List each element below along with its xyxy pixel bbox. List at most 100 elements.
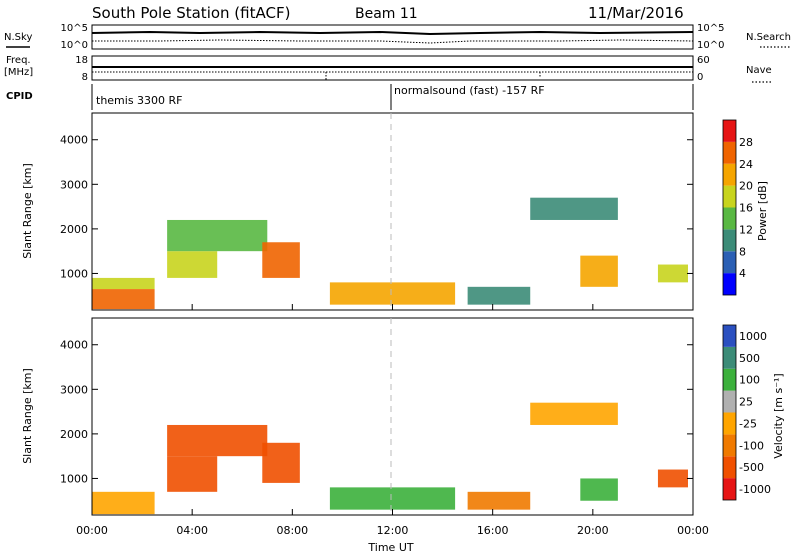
power-panel: 1000 2000 3000 4000 Slant Range [km] 4 8 12 16… [21, 112, 769, 311]
velocity-colorbar-label: Velocity [m s⁻¹] [772, 373, 785, 458]
x-tick-4: 16:00 [477, 524, 509, 537]
power-colorbar-swatch-4 [723, 185, 736, 208]
x-axis-label: Time UT [367, 541, 413, 554]
power-colorbar: 4 8 12 16 20 24 28 [722, 119, 753, 296]
velocity-ylabel: Slant Range [km] [21, 368, 34, 464]
velocity-region-5 [467, 491, 531, 510]
power-colorbar-swatch-7 [723, 120, 736, 142]
velocity-colorbar-tick-7: -1000 [739, 483, 771, 496]
x-tick-0: 00:00 [76, 524, 108, 537]
cpid-label: CPID [6, 91, 33, 102]
nsearch-tick-bottom: 10^0 [697, 40, 724, 51]
time-axis: 00:00 04:00 08:00 12:00 16:00 20:00 00:00 [76, 304, 709, 537]
velocity-colorbar-frame [722, 324, 737, 501]
velocity-colorbar-tick-3: 25 [739, 396, 753, 409]
nsearch-tick-top: 10^5 [697, 23, 724, 34]
power-colorbar-swatch-6 [723, 141, 736, 164]
power-colorbar-tick-5: 24 [739, 158, 753, 171]
power-region-0 [92, 289, 155, 310]
power-region-4 [262, 242, 300, 278]
power-region-9 [657, 264, 688, 283]
power-region-7 [580, 255, 618, 287]
power-colorbar-tick-1: 8 [739, 245, 746, 258]
nave-tick-top: 60 [697, 55, 710, 66]
nsearch-label: N.Search [746, 32, 791, 43]
x-tick-5: 20:00 [577, 524, 609, 537]
nsky-tick-top: 10^5 [61, 23, 88, 34]
power-y-tick-0: 1000 [60, 267, 88, 280]
x-tick-6: 00:00 [677, 524, 709, 537]
velocity-colorbar-tick-2: 100 [739, 374, 760, 387]
velocity-colorbar-swatch-5 [723, 368, 736, 391]
power-region-1 [92, 277, 155, 290]
velocity-colorbar-swatch-7 [723, 325, 736, 347]
power-colorbar-swatch-0 [723, 273, 736, 295]
velocity-y-axis: 1000 2000 3000 4000 [60, 339, 693, 485]
velocity-colorbar-tick-5: -100 [739, 439, 764, 452]
velocity-data [92, 402, 688, 515]
power-colorbar-tick-2: 12 [739, 223, 753, 236]
power-colorbar-swatch-1 [723, 251, 736, 274]
velocity-colorbar-swatch-2 [723, 434, 736, 457]
power-region-3 [167, 219, 268, 252]
power-y-tick-1: 2000 [60, 223, 88, 236]
power-ylabel: Slant Range [km] [21, 163, 34, 259]
velocity-y-tick-2: 3000 [60, 383, 88, 396]
velocity-y-tick-0: 1000 [60, 472, 88, 485]
velocity-region-4 [329, 487, 456, 510]
power-colorbar-swatch-5 [723, 163, 736, 186]
velocity-colorbar-swatch-0 [723, 478, 736, 500]
velocity-y-tick-1: 2000 [60, 428, 88, 441]
velocity-region-6 [580, 478, 618, 501]
velocity-colorbar-tick-4: -25 [739, 417, 757, 430]
velocity-colorbar-tick-6: -500 [739, 461, 764, 474]
velocity-region-3 [262, 442, 300, 483]
velocity-colorbar-tick-1: 500 [739, 352, 760, 365]
freq-strip: 18 8 Freq. [MHz] 60 0 Nave [4, 55, 772, 83]
power-region-8 [530, 197, 618, 220]
power-region-6 [467, 286, 531, 305]
power-region-5 [329, 282, 456, 305]
velocity-region-1 [167, 456, 218, 492]
nave-tick-bottom: 0 [697, 72, 703, 83]
velocity-colorbar: 1000 500 100 25 -25 -100 -500 -1000 [722, 324, 771, 501]
nsky-label: N.Sky [4, 32, 32, 43]
power-y-axis: 1000 2000 3000 4000 [60, 134, 693, 280]
cpid-right: normalsound (fast) -157 RF [394, 84, 545, 97]
x-tick-2: 08:00 [276, 524, 308, 537]
freq-label: Freq. [6, 55, 31, 66]
beam-label: Beam 11 [355, 6, 418, 22]
velocity-colorbar-swatch-3 [723, 412, 736, 435]
power-colorbar-tick-0: 4 [739, 267, 746, 280]
nave-label: Nave [746, 65, 772, 76]
velocity-colorbar-swatch-1 [723, 456, 736, 479]
cpid-left: themis 3300 RF [96, 94, 183, 107]
power-colorbar-tick-4: 20 [739, 180, 753, 193]
x-tick-3: 12:00 [377, 524, 409, 537]
velocity-colorbar-tick-0: 1000 [739, 330, 767, 343]
power-colorbar-frame [722, 119, 737, 296]
station-title: South Pole Station (fitACF) [92, 4, 290, 22]
power-y-tick-2: 3000 [60, 178, 88, 191]
power-colorbar-label: Power [dB] [756, 181, 769, 241]
power-colorbar-tick-3: 16 [739, 202, 753, 215]
velocity-region-0 [92, 491, 155, 515]
power-data [92, 197, 688, 310]
nsky-tick-bottom: 10^0 [61, 40, 88, 51]
power-region-2 [167, 251, 218, 278]
power-y-tick-3: 4000 [60, 134, 88, 147]
cpid-strip: CPID themis 3300 RF normalsound (fast) -… [6, 84, 694, 110]
velocity-region-7 [530, 402, 618, 425]
noise-strip: 10^5 10^0 N.Sky 10^5 10^0 N.Search [4, 23, 791, 51]
velocity-colorbar-swatch-6 [723, 346, 736, 369]
velocity-region-2 [167, 424, 268, 457]
power-colorbar-tick-6: 28 [739, 136, 753, 149]
power-colorbar-swatch-2 [723, 229, 736, 252]
velocity-panel: 1000 2000 3000 4000 Slant Range [km] 1000 50… [21, 317, 785, 516]
velocity-region-8 [657, 469, 688, 488]
velocity-y-tick-3: 4000 [60, 339, 88, 352]
velocity-colorbar-swatch-4 [723, 390, 736, 413]
date-label: 11/Mar/2016 [588, 4, 684, 22]
freq-tick-top: 18 [75, 55, 88, 66]
